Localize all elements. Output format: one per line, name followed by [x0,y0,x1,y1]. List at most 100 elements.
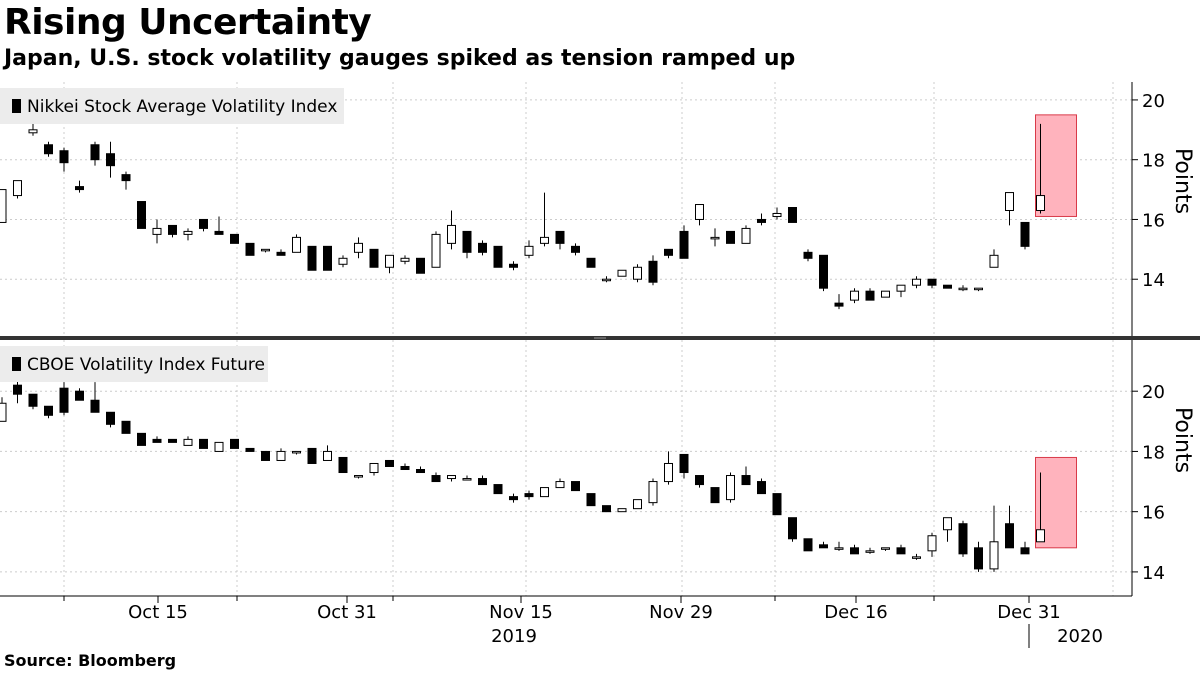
candle-body [90,399,100,413]
candle-body [478,478,487,486]
candle-body [803,251,813,259]
candle-body [741,227,751,244]
candle-body [44,405,53,416]
x-tick-label: Oct 15 [128,602,188,623]
candle-body [462,478,472,481]
candle-body [679,453,689,474]
candle-body [44,144,53,155]
candle-body [493,484,503,495]
candle-body [261,450,270,461]
candle-body [385,254,394,268]
candle-body [28,129,38,134]
candle-body [369,248,379,268]
candle-body [648,481,658,504]
candle-body [1036,195,1045,211]
candle-body [152,227,162,235]
x-tick-label: Nov 29 [649,602,713,623]
candle-body [75,390,84,401]
candle-body [28,393,38,407]
candle-body [1036,529,1045,543]
x-axis: Oct 15 Oct 31 Nov 15 Nov 29 Dec 16 Dec 31 2019… [0,595,1132,648]
candle-body [369,462,379,474]
x-tick-label: Dec 16 [824,602,887,623]
candle-body [106,153,115,167]
candle-body [0,189,7,223]
candle-body [1020,547,1030,555]
candle-body [958,523,968,555]
candle-body [788,517,797,540]
candle-body [478,242,487,253]
candle-body [571,245,580,253]
candle-body [183,438,193,446]
legend-box [0,346,268,382]
candle-body [400,257,410,262]
candle-body [757,481,766,495]
candle-body [571,481,580,492]
candle-body [152,438,162,443]
candle-body [137,201,146,229]
candle-body [307,447,317,464]
source-note: Source: Bloomberg [4,651,177,670]
candle-body [1005,192,1014,211]
candle-body [354,475,363,478]
x-tick-label: Nov 15 [489,602,553,623]
candle-body [199,218,208,229]
candle-body [772,493,782,516]
candle-body [633,499,642,510]
candle-body [927,278,937,286]
legend-label: Nikkei Stock Average Volatility Index [27,97,337,117]
y-tick-label: 16 [1142,503,1165,524]
candle-body [633,266,642,280]
candle-body [0,402,7,422]
candle-body [989,254,999,268]
candle-body [664,248,673,256]
candle-body [664,462,673,483]
candle-body [509,496,518,501]
candle-body [509,263,518,268]
candle-body [493,245,503,268]
candle-body [524,245,534,256]
candle-body [431,475,441,483]
x-year-label: 2020 [1057,626,1103,647]
candle-body [865,550,875,553]
candle-body [447,475,456,480]
y-axis-label: Points [1170,407,1195,473]
candle-body [943,517,952,531]
candle-body [757,218,766,223]
candle-body [710,487,720,504]
candle-body [555,481,565,489]
candle-body [276,450,286,461]
candle-body [881,290,890,298]
candle-body [214,230,224,235]
candle-body [912,278,921,286]
candle-body [307,245,317,271]
candle-body [695,204,704,220]
candle-body [726,475,735,501]
candle-body [230,438,239,449]
y-tick-label: 14 [1142,563,1165,584]
chart-title: Rising Uncertainty [4,2,372,43]
legend-swatch [12,357,21,371]
candle-body [726,230,735,244]
candle-body [462,230,472,253]
candle-body [540,487,549,498]
candle-body [602,505,611,513]
candle-body [59,387,69,413]
candle-body [121,174,131,182]
candle-body [943,284,952,289]
legend-box [0,88,344,124]
candle-body [586,493,596,507]
candle-body [850,290,859,301]
candle-body [896,284,906,292]
candle-body [292,236,301,253]
candle-body [323,450,332,461]
candle-body [834,547,844,550]
candle-body [989,541,999,570]
candle-body [121,420,131,434]
highlight-box [1035,456,1077,549]
candle-body [819,544,828,549]
candle-body [261,248,270,252]
legend-swatch [12,99,21,113]
